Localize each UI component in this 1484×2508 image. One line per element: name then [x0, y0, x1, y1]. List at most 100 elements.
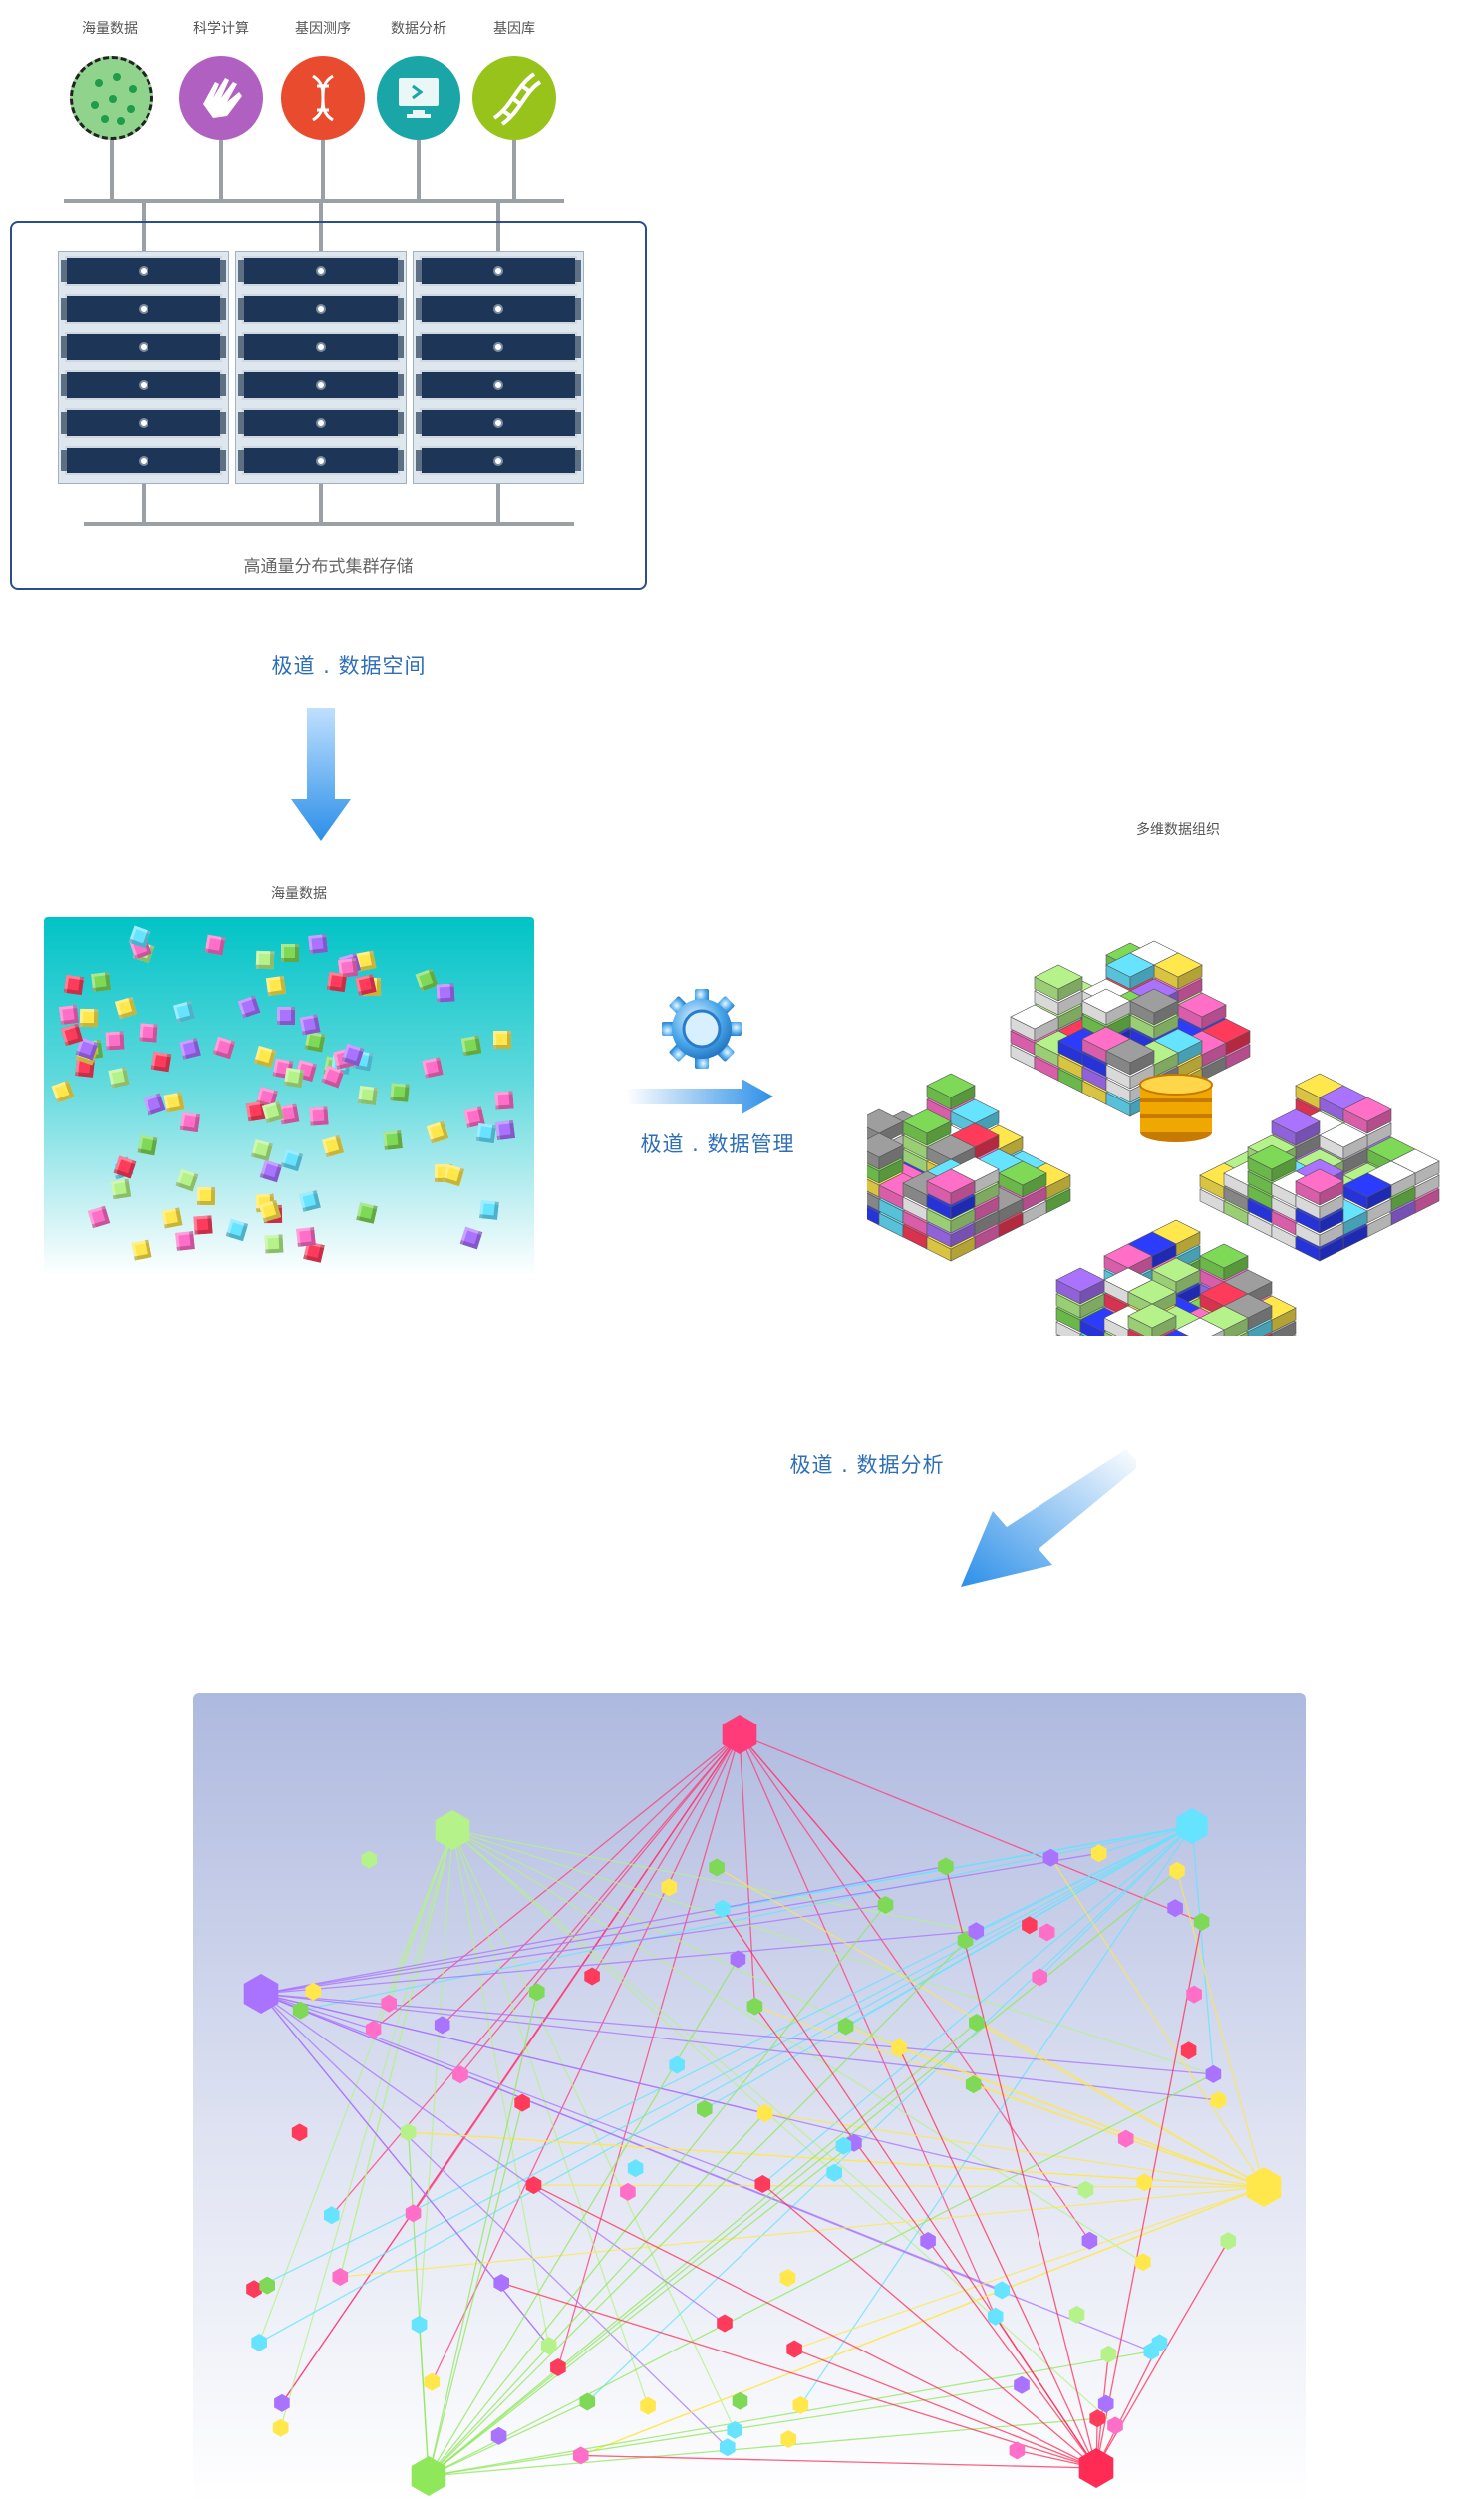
data-cube: [110, 1178, 132, 1200]
network-node: [969, 2014, 985, 2032]
data-cube: [264, 1234, 284, 1254]
network-node: [1097, 2394, 1114, 2413]
network-node: [584, 1967, 600, 1986]
network-hub-node: [1078, 2448, 1114, 2488]
network-node: [525, 2176, 542, 2195]
network-node: [1081, 2231, 1098, 2250]
network-node: [1143, 2342, 1159, 2360]
network-node: [292, 2001, 309, 2020]
network-node: [493, 2274, 509, 2292]
data-cube: [108, 1067, 130, 1089]
network-connectors: [64, 140, 574, 526]
monitor-icon: [377, 56, 460, 140]
network-node: [620, 2182, 636, 2201]
network-node: [1205, 2064, 1222, 2083]
network-node: [1014, 2375, 1030, 2394]
data-cube: [90, 971, 112, 993]
network-node: [1100, 2345, 1117, 2363]
network-node: [994, 2281, 1010, 2300]
network-node: [891, 2038, 907, 2057]
network-node: [987, 2307, 1004, 2326]
network-node: [920, 2232, 936, 2250]
network-hub-node: [411, 2456, 446, 2496]
server-unit: [238, 408, 404, 438]
data-cube: [237, 995, 261, 1019]
network-node: [291, 2123, 308, 2142]
network-node: [754, 2175, 771, 2193]
network-node: [730, 1950, 746, 1969]
data-cube: [422, 1057, 444, 1079]
data-cube: [179, 1038, 201, 1060]
mass-data-title: 海量数据: [271, 886, 327, 902]
network-node: [779, 2269, 796, 2287]
down-arrow-icon: [291, 708, 351, 841]
server-unit: [61, 294, 226, 324]
data-cube: [426, 1120, 449, 1144]
network-node: [627, 2159, 644, 2178]
network-node: [1089, 2409, 1105, 2428]
server-unit: [61, 256, 226, 286]
data-cube: [172, 1000, 196, 1024]
data-cube: [281, 944, 299, 962]
data-cube: [326, 971, 348, 993]
network-hub-node: [435, 1810, 470, 1850]
network-node: [661, 1878, 678, 1897]
source-label-mass-data: 海量数据: [82, 21, 138, 37]
network-node: [837, 2017, 854, 2036]
data-cube: [105, 1031, 125, 1051]
network-node: [272, 2418, 289, 2437]
step-label-data-space: 极道 . 数据空间: [271, 654, 427, 678]
network-node: [365, 2020, 382, 2038]
network-node: [1022, 1916, 1038, 1935]
data-cube: [494, 1091, 514, 1110]
block-cluster: [1199, 1073, 1440, 1262]
data-cube: [383, 1130, 403, 1150]
network-node: [1032, 1968, 1047, 1987]
network-hub-node: [1246, 2167, 1282, 2207]
storage-cluster: 高通量分布式集群存储: [10, 221, 647, 590]
database-icon: [1139, 1074, 1213, 1142]
source-label-data-analysis: 数据分析: [391, 21, 446, 37]
network-node: [1068, 2305, 1085, 2324]
network-node: [746, 1997, 763, 2016]
data-cube: [87, 1205, 111, 1229]
network-node: [792, 2395, 809, 2414]
network-node: [965, 2075, 982, 2094]
data-cube: [137, 1134, 158, 1156]
data-cube: [196, 1186, 216, 1206]
data-cube: [139, 1023, 158, 1043]
data-cube: [299, 1014, 321, 1036]
data-cube: [277, 1007, 295, 1025]
data-cube: [150, 1051, 172, 1073]
network-node: [640, 2396, 656, 2415]
network-node: [877, 1896, 894, 1914]
data-cube: [253, 1045, 277, 1069]
network-node: [424, 2372, 441, 2391]
data-cube: [131, 1239, 152, 1261]
data-cube: [143, 1093, 166, 1116]
data-cube: [51, 1080, 75, 1103]
network-node: [1186, 1985, 1202, 2004]
network-node: [1009, 2441, 1026, 2460]
network-node: [452, 2065, 468, 2084]
server-unit: [238, 294, 404, 324]
network-node: [405, 2204, 422, 2223]
step-label-data-management: 极道 . 数据管理: [640, 1132, 795, 1156]
network-node: [550, 2358, 566, 2376]
network-node: [411, 2315, 428, 2334]
network-node: [709, 1858, 725, 1877]
network-node: [1077, 2180, 1094, 2199]
network-node: [540, 2337, 557, 2355]
block-cluster: [867, 1073, 1071, 1262]
network-node: [780, 2430, 796, 2448]
server-unit: [238, 332, 404, 362]
network-node: [246, 2280, 262, 2299]
network-node: [324, 2206, 340, 2225]
server-unit: [238, 256, 404, 286]
data-cube: [493, 1031, 511, 1049]
data-cube: [250, 1138, 274, 1162]
network-node: [697, 2099, 713, 2118]
data-cube: [308, 934, 328, 954]
data-cube: [415, 968, 439, 992]
diagonal-arrow-icon: [961, 1449, 1136, 1587]
